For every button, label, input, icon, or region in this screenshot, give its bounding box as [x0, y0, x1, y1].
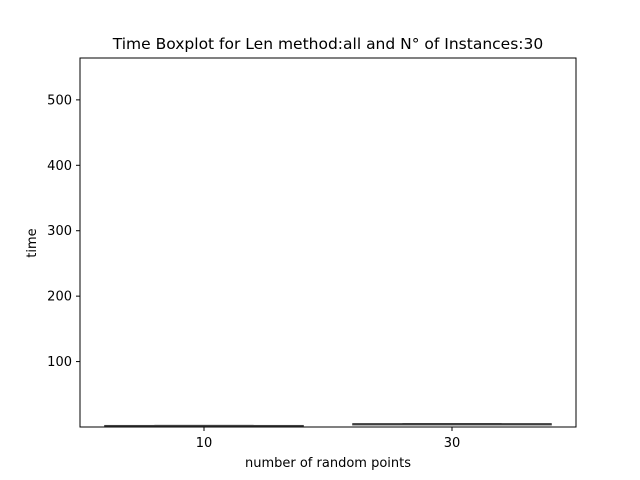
y-tick-label: 300 — [47, 224, 72, 239]
y-tick-label: 200 — [47, 290, 72, 305]
y-tick-label: 100 — [47, 355, 72, 370]
x-axis-label: number of random points — [245, 456, 411, 471]
y-axis-label: time — [25, 228, 40, 257]
box-group-10 — [104, 424, 304, 428]
y-tick-label: 500 — [47, 93, 72, 108]
x-tick-label: 30 — [444, 436, 461, 451]
x-tick-label: 10 — [196, 436, 213, 451]
box-group-30 — [352, 422, 552, 426]
plot-area — [80, 58, 576, 427]
x-ticks: 10 30 — [196, 427, 461, 451]
chart-title: Time Boxplot for Len method:all and N° o… — [112, 35, 544, 53]
plot-frame — [79, 57, 577, 428]
y-tick-label: 400 — [47, 159, 72, 174]
y-ticks: 100 200 300 400 500 — [47, 93, 80, 370]
